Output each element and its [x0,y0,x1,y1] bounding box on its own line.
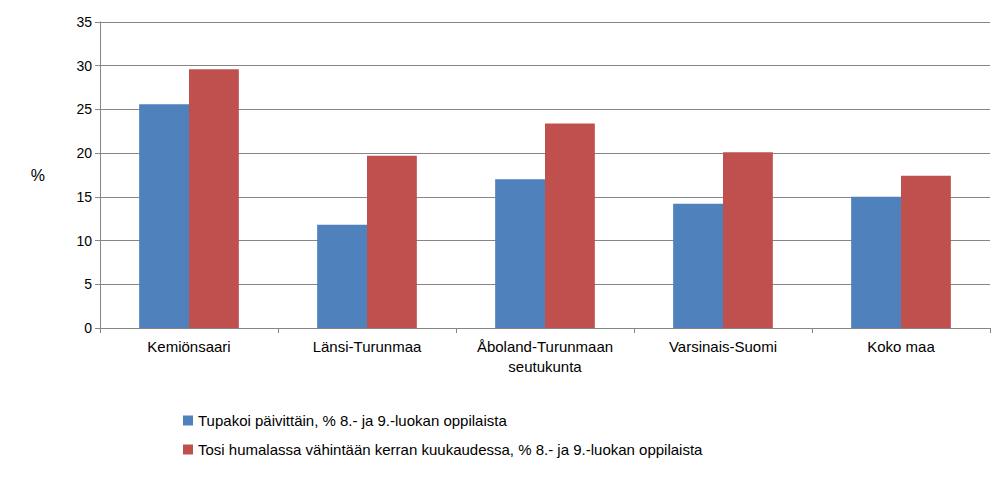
svg-text:Åboland-Turunmaan: Åboland-Turunmaan [477,338,613,355]
svg-text:10: 10 [76,233,92,249]
svg-text:Varsinais-Suomi: Varsinais-Suomi [669,338,777,355]
svg-text:20: 20 [76,145,92,161]
svg-text:15: 15 [76,189,92,205]
svg-text:30: 30 [76,58,92,74]
svg-text:25: 25 [76,101,92,117]
svg-text:0: 0 [84,320,92,336]
svg-text:Tupakoi päivittäin, % 8.- ja 9: Tupakoi päivittäin, % 8.- ja 9.-luokan o… [198,412,507,429]
svg-text:Tosi humalassa vähintään kerra: Tosi humalassa vähintään kerran kuukaude… [198,441,703,458]
svg-text:Kemiönsaari: Kemiönsaari [147,338,230,355]
svg-text:5: 5 [84,276,92,292]
svg-text:%: % [31,167,45,184]
svg-text:Koko maa: Koko maa [867,338,935,355]
svg-text:Länsi-Turunmaa: Länsi-Turunmaa [313,338,422,355]
svg-text:35: 35 [76,14,92,30]
svg-text:seutukunta: seutukunta [508,358,582,375]
